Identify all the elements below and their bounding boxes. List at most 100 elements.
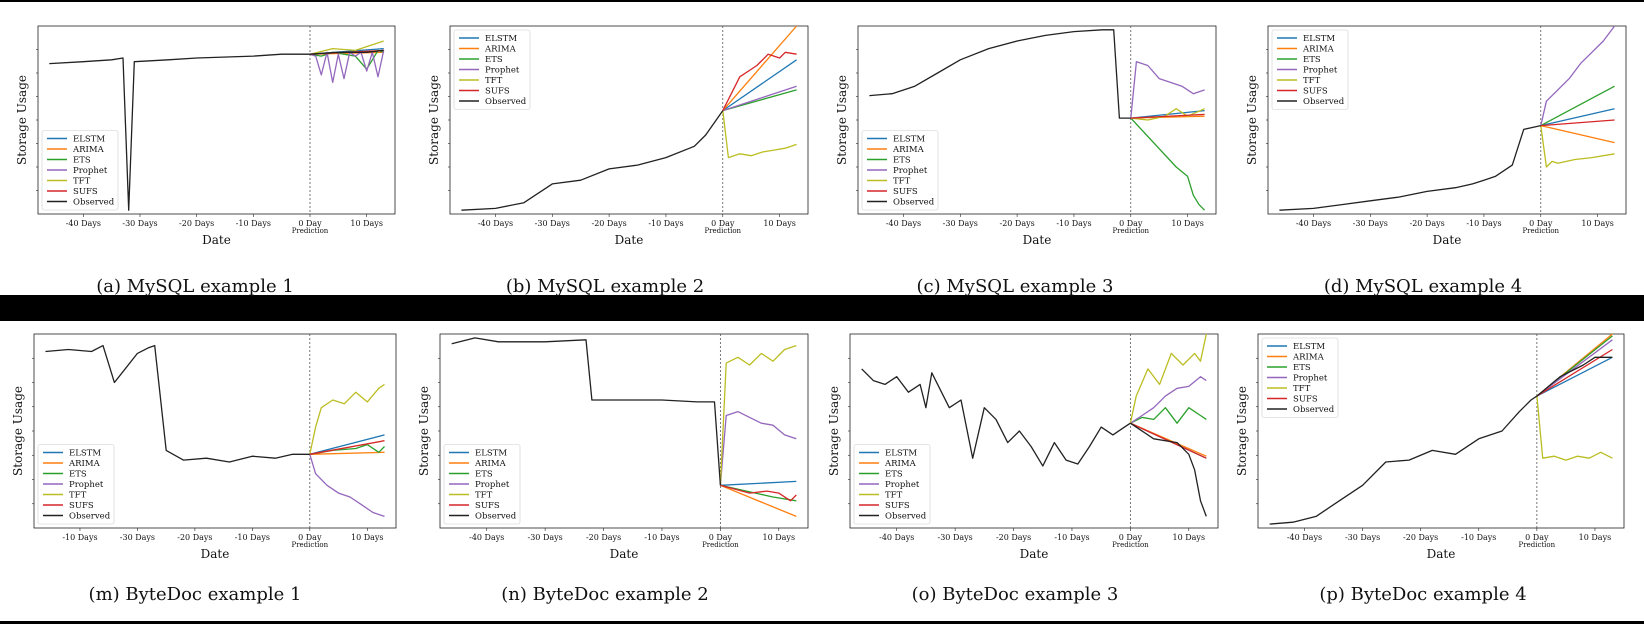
x-tick-label: -10 Days [1054, 533, 1089, 542]
legend-label: ETS [1293, 363, 1311, 373]
x-tick-label: -20 Days [179, 219, 214, 228]
y-axis-label: Storage Usage [1235, 386, 1249, 476]
x-tick-label: 10 Days [1579, 533, 1612, 542]
legend-label: ETS [73, 156, 91, 166]
y-axis-label: Storage Usage [11, 386, 25, 476]
legend-label: Observed [485, 97, 527, 107]
series-line-sufs [1130, 113, 1205, 119]
x-axis-label: Date [1433, 233, 1462, 247]
series-line-observed [1279, 124, 1541, 211]
series-line-observed [451, 337, 722, 486]
x-axis-label: Date [615, 233, 644, 247]
series-line-elstm [1536, 356, 1613, 397]
series-line-tft [1536, 396, 1613, 461]
legend-label: SUFS [893, 187, 918, 197]
legend-label: ARIMA [484, 45, 517, 55]
x-tick-label: -10 Days [1466, 219, 1501, 228]
top-rule [0, 0, 1644, 2]
x-tick-label: -20 Days [1409, 219, 1444, 228]
x-tick-label: 0 Day [711, 219, 735, 228]
legend-label: Prophet [485, 66, 520, 76]
legend-label: TFT [69, 491, 87, 501]
series-line-observed [1130, 422, 1207, 517]
x-tick-label: -30 Days [535, 219, 570, 228]
legend-label: ELSTM [73, 135, 105, 145]
legend-label: Prophet [73, 166, 108, 176]
series-line-elstm [722, 59, 797, 112]
series-line-sufs [720, 484, 797, 502]
legend-label: ELSTM [1303, 34, 1335, 44]
x-tick-label: 0 Day [298, 533, 322, 542]
x-tick-label: -10 Days [235, 533, 270, 542]
series-line-prophet [309, 454, 385, 518]
x-axis-label: Date [201, 547, 230, 561]
series-line-ets [1130, 117, 1206, 211]
x-tick-label: -40 Days [879, 533, 914, 542]
legend-label: Prophet [475, 480, 510, 490]
legend-label: ELSTM [893, 135, 925, 145]
chart-panel-o: -40 Days -30 Days -20 Days -10 Days 0 DayPre… [827, 333, 1219, 605]
legend-label: ARIMA [1292, 353, 1325, 363]
series-line-prophet [309, 50, 385, 84]
series-line-tft [722, 110, 797, 159]
chart-panel-d: -40 Days -30 Days -20 Days -10 Days 0 DayPre… [1245, 25, 1627, 297]
legend-label: Prophet [1303, 66, 1338, 76]
x-tick-label: -20 Days [586, 533, 621, 542]
legend-label: TFT [893, 177, 911, 187]
panel-caption: (a) MySQL example 1 [96, 276, 294, 297]
legend-label: SUFS [885, 501, 910, 511]
legend-label: TFT [885, 491, 903, 501]
x-tick-label: 10 Days [351, 533, 384, 542]
x-axis-label: Date [1023, 233, 1052, 247]
series-line-arima [309, 451, 385, 455]
chart-panel-p: -40 Days -30 Days -20 Days -10 Days 0 DayPre… [1235, 333, 1625, 605]
legend-label: Prophet [893, 166, 928, 176]
legend-label: TFT [73, 177, 91, 187]
prediction-label: Prediction [1519, 541, 1556, 549]
series-line-sufs [309, 440, 385, 455]
legend-label: ARIMA [884, 459, 917, 469]
legend-label: TFT [1293, 384, 1311, 394]
prediction-label: Prediction [702, 541, 739, 549]
x-tick-label: -30 Days [1353, 219, 1388, 228]
x-tick-label: -40 Days [886, 219, 921, 228]
series-line-ets [1130, 407, 1207, 424]
prediction-label: Prediction [1522, 227, 1559, 235]
prediction-label: Prediction [704, 227, 741, 235]
x-tick-label: -30 Days [938, 533, 973, 542]
chart-panel-a: -40 Days -30 Days -20 Days -10 Days 0 DayPre… [15, 25, 396, 297]
prediction-label: Prediction [291, 541, 328, 549]
series-line-tft [309, 40, 384, 55]
x-tick-label: 0 Day [298, 219, 322, 228]
chart-panel-n: -40 Days -30 Days -20 Days -10 Days 0 DayPre… [417, 333, 809, 605]
chart-panel-c: -40 Days -30 Days -20 Days -10 Days 0 DayPre… [835, 25, 1217, 297]
legend-label: ARIMA [892, 145, 925, 155]
legend-label: ELSTM [475, 449, 507, 459]
series-line-tft [1540, 125, 1615, 168]
legend-label: Observed [1303, 97, 1345, 107]
x-tick-label: 10 Days [1581, 219, 1614, 228]
x-tick-label: -10 Days [1461, 533, 1496, 542]
series-line-sufs [1540, 119, 1615, 127]
x-tick-label: -30 Days [528, 533, 563, 542]
legend-label: ARIMA [72, 145, 105, 155]
legend-box [453, 29, 531, 110]
legend-label: ELSTM [69, 449, 101, 459]
bottom-rule [0, 621, 1644, 624]
x-tick-label: -20 Days [177, 533, 212, 542]
panel-caption: (n) ByteDoc example 2 [501, 584, 708, 605]
x-tick-label: -10 Days [62, 533, 97, 542]
legend-label: ELSTM [485, 34, 517, 44]
panel-caption: (c) MySQL example 3 [917, 276, 1114, 297]
legend-box [1271, 29, 1349, 110]
y-axis-label: Storage Usage [835, 75, 849, 165]
x-tick-label: 0 Day [1119, 219, 1143, 228]
series-line-prophet [1130, 61, 1205, 119]
y-axis-label: Storage Usage [427, 75, 441, 165]
prediction-label: Prediction [1112, 227, 1149, 235]
panel-caption: (b) MySQL example 2 [506, 276, 704, 297]
chart-panel-m: -10 Days -30 Days -20 Days -10 Days 0 DayPre… [11, 333, 397, 605]
series-line-elstm [1540, 108, 1615, 127]
middle-band [0, 295, 1644, 321]
